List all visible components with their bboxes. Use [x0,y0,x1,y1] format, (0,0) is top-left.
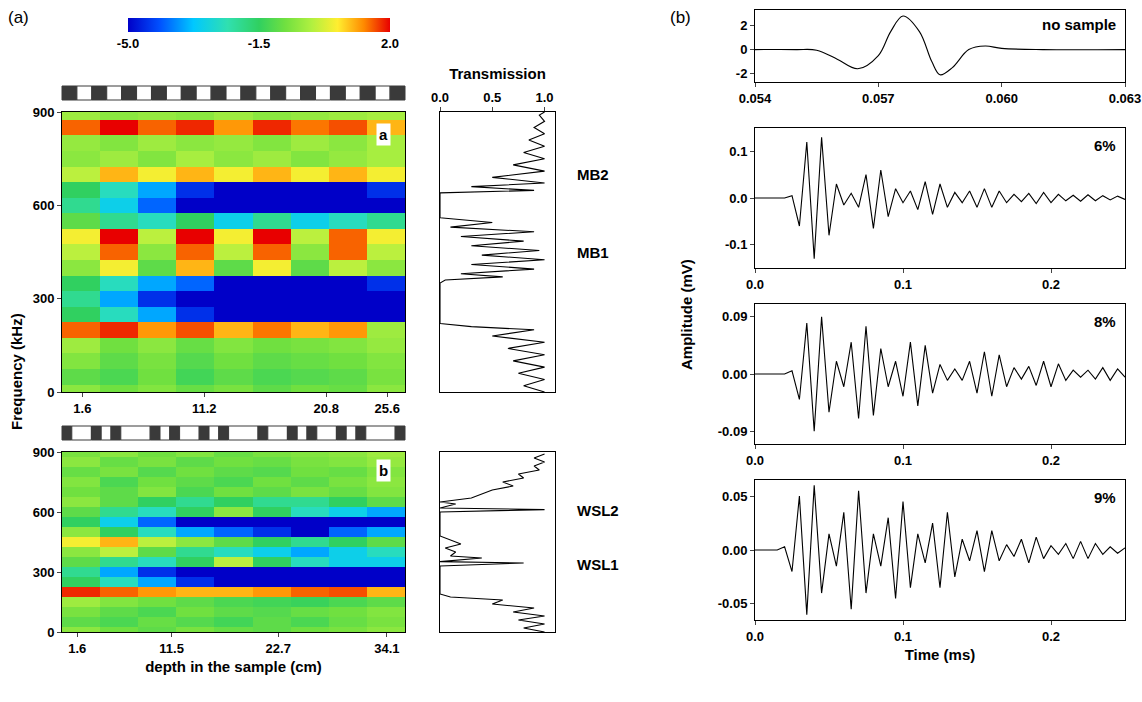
svg-text:-5.0: -5.0 [117,36,139,51]
svg-text:Time (ms): Time (ms) [905,646,976,663]
svg-text:0: 0 [47,625,54,640]
svg-text:0.1: 0.1 [894,277,912,292]
svg-text:0.09: 0.09 [722,309,747,324]
svg-text:20.8: 20.8 [314,401,339,416]
svg-text:0.1: 0.1 [729,144,747,159]
svg-text:1.0: 1.0 [536,90,554,105]
svg-text:8%: 8% [1094,313,1116,330]
svg-text:0.0: 0.0 [746,629,764,644]
svg-text:0.00: 0.00 [722,367,747,382]
svg-text:-2: -2 [736,66,748,81]
svg-text:0.060: 0.060 [985,91,1018,106]
svg-text:1.6: 1.6 [73,401,91,416]
svg-text:6%: 6% [1094,137,1116,154]
svg-text:9%: 9% [1094,489,1116,506]
svg-text:11.5: 11.5 [159,641,184,656]
svg-text:Frequency (kHz): Frequency (kHz) [8,313,25,430]
svg-text:0.05: 0.05 [722,489,747,504]
svg-text:0.0: 0.0 [729,191,747,206]
svg-text:0.0: 0.0 [431,90,449,105]
svg-text:0.063: 0.063 [1109,91,1142,106]
svg-text:-1.5: -1.5 [248,36,270,51]
svg-text:WSL2: WSL2 [577,502,619,519]
svg-text:0.054: 0.054 [739,91,772,106]
svg-text:0.2: 0.2 [1042,629,1060,644]
svg-text:0.057: 0.057 [862,91,895,106]
svg-text:no sample: no sample [1042,16,1116,33]
svg-text:25.6: 25.6 [375,401,400,416]
svg-text:-0.1: -0.1 [725,237,747,252]
svg-text:0.5: 0.5 [483,90,501,105]
svg-text:900: 900 [33,445,55,460]
svg-text:2: 2 [740,18,747,33]
svg-text:-0.09: -0.09 [718,424,748,439]
svg-text:0.0: 0.0 [746,453,764,468]
svg-text:0: 0 [740,42,747,57]
svg-text:(b): (b) [670,8,691,27]
svg-text:34.1: 34.1 [374,641,399,656]
svg-text:0.2: 0.2 [1042,277,1060,292]
svg-text:0.00: 0.00 [722,543,747,558]
svg-text:300: 300 [33,565,55,580]
svg-text:MB1: MB1 [577,244,609,261]
svg-text:0.0: 0.0 [746,277,764,292]
svg-text:Transmission: Transmission [449,65,546,82]
svg-text:-0.05: -0.05 [718,596,748,611]
svg-text:Amplitude (mV): Amplitude (mV) [678,259,695,370]
svg-text:a: a [379,126,388,143]
svg-text:1.6: 1.6 [68,641,86,656]
svg-text:0: 0 [47,385,54,400]
svg-text:WSL1: WSL1 [577,556,619,573]
svg-text:2.0: 2.0 [381,36,399,51]
svg-text:0.1: 0.1 [894,629,912,644]
svg-text:b: b [379,462,388,479]
svg-text:11.2: 11.2 [192,401,217,416]
svg-text:depth in the sample (cm): depth in the sample (cm) [145,658,322,675]
svg-text:900: 900 [33,105,55,120]
svg-text:0.1: 0.1 [894,453,912,468]
svg-text:22.7: 22.7 [266,641,291,656]
svg-text:600: 600 [33,198,55,213]
svg-text:300: 300 [33,291,55,306]
svg-text:MB2: MB2 [577,166,609,183]
svg-text:0.2: 0.2 [1042,453,1060,468]
svg-text:(a): (a) [8,8,29,27]
svg-text:600: 600 [33,505,55,520]
